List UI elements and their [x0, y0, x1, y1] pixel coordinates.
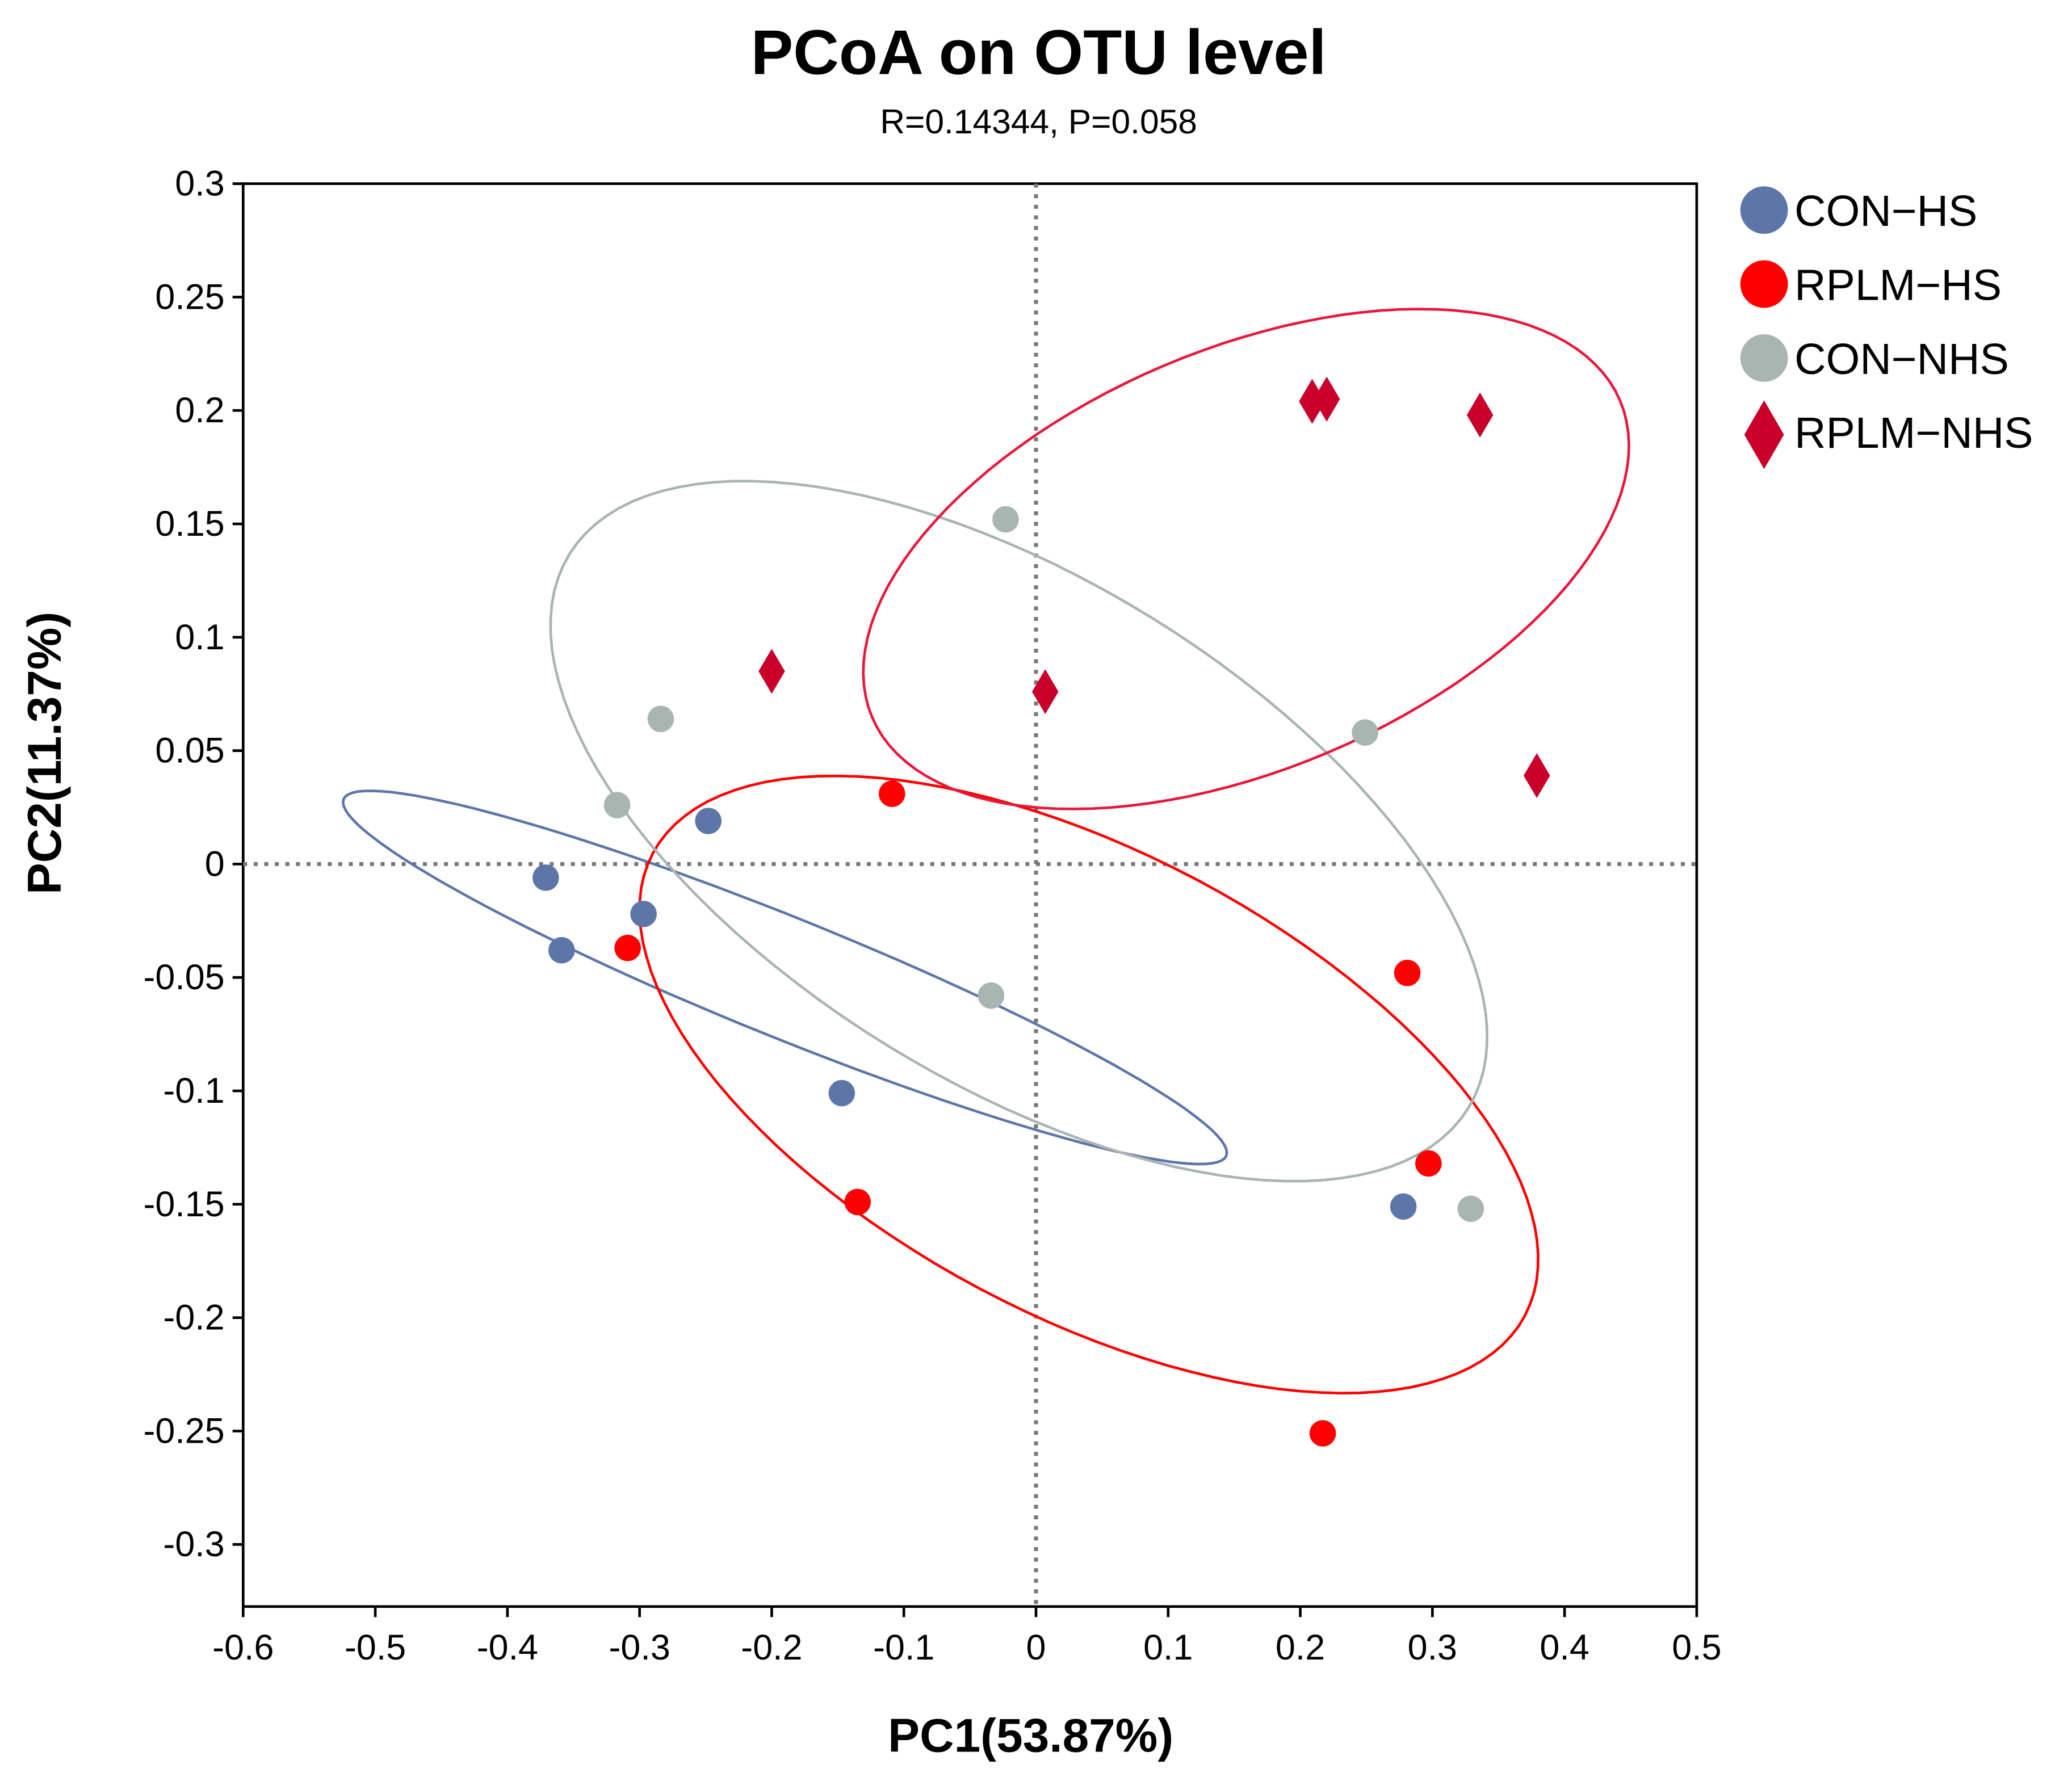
y-tick-label: 0.05: [155, 731, 224, 771]
x-tick-label: 0.3: [1408, 1628, 1457, 1667]
x-tick-label: -0.5: [345, 1628, 406, 1667]
data-point: [1394, 959, 1421, 986]
data-point: [978, 982, 1005, 1009]
y-tick-label: -0.2: [163, 1298, 224, 1338]
confidence-ellipse-2: [549, 480, 1488, 1183]
legend-label: CON−NHS: [1794, 335, 2009, 384]
confidence-ellipse-0: [341, 789, 1228, 1166]
data-point: [828, 1079, 855, 1107]
data-point: [758, 649, 785, 694]
y-tick-label: 0.1: [175, 617, 224, 657]
legend-marker: [1740, 334, 1788, 382]
y-tick-label: 0.15: [155, 504, 224, 544]
data-point: [992, 506, 1019, 533]
x-tick-label: -0.2: [741, 1628, 802, 1667]
data-point: [1390, 1193, 1417, 1220]
y-tick-label: 0: [205, 844, 225, 884]
data-point: [878, 780, 905, 807]
y-tick-label: -0.05: [143, 957, 224, 997]
data-point: [1032, 669, 1059, 715]
data-point: [1309, 1420, 1336, 1447]
data-point: [603, 792, 631, 818]
data-point: [548, 937, 575, 964]
legend-marker: [1740, 186, 1788, 234]
data-point: [1313, 376, 1340, 422]
x-tick-label: 0.1: [1143, 1628, 1193, 1667]
data-point: [1352, 719, 1378, 746]
x-tick-label: -0.1: [873, 1628, 934, 1667]
chart-subtitle: R=0.14344, P=0.058: [880, 102, 1197, 141]
data-point: [1466, 392, 1494, 438]
x-tick-label: 0: [1026, 1628, 1046, 1667]
y-tick-label: 0.25: [155, 277, 224, 317]
x-tick-label: 0.4: [1540, 1628, 1589, 1667]
data-point: [1523, 753, 1550, 799]
confidence-ellipse-3: [862, 308, 1630, 810]
legend-marker: [1740, 260, 1788, 308]
x-axis-label: PC1(53.87%): [888, 1709, 1173, 1762]
chart-title: PCoA on OTU level: [751, 16, 1327, 87]
x-tick-label: -0.3: [609, 1628, 670, 1667]
x-tick-label: -0.6: [212, 1628, 274, 1667]
data-point: [630, 901, 657, 927]
legend-label: CON−HS: [1794, 187, 1977, 236]
x-tick-label: 0.5: [1672, 1628, 1721, 1667]
legend-label: RPLM−NHS: [1794, 409, 2033, 457]
x-tick-label: 0.2: [1276, 1628, 1325, 1667]
y-tick-label: 0.3: [175, 164, 224, 204]
legend-marker: [1744, 400, 1784, 469]
y-tick-label: -0.1: [163, 1071, 224, 1111]
y-tick-label: -0.3: [163, 1524, 224, 1564]
plot-frame: [241, 182, 1698, 1608]
y-tick-label: -0.15: [143, 1184, 224, 1224]
data-point: [614, 935, 641, 961]
data-point: [1415, 1150, 1442, 1177]
confidence-ellipse-1: [638, 774, 1540, 1395]
data-point: [1457, 1195, 1484, 1223]
data-point: [532, 864, 559, 891]
y-tick-label: -0.25: [143, 1411, 224, 1451]
y-axis-label: PC2(11.37%): [18, 612, 71, 894]
x-tick-label: -0.4: [477, 1628, 538, 1667]
data-point: [844, 1188, 871, 1216]
legend-label: RPLM−HS: [1794, 261, 2002, 309]
data-point: [647, 705, 674, 732]
y-tick-label: 0.2: [175, 390, 224, 430]
data-point: [695, 808, 722, 834]
